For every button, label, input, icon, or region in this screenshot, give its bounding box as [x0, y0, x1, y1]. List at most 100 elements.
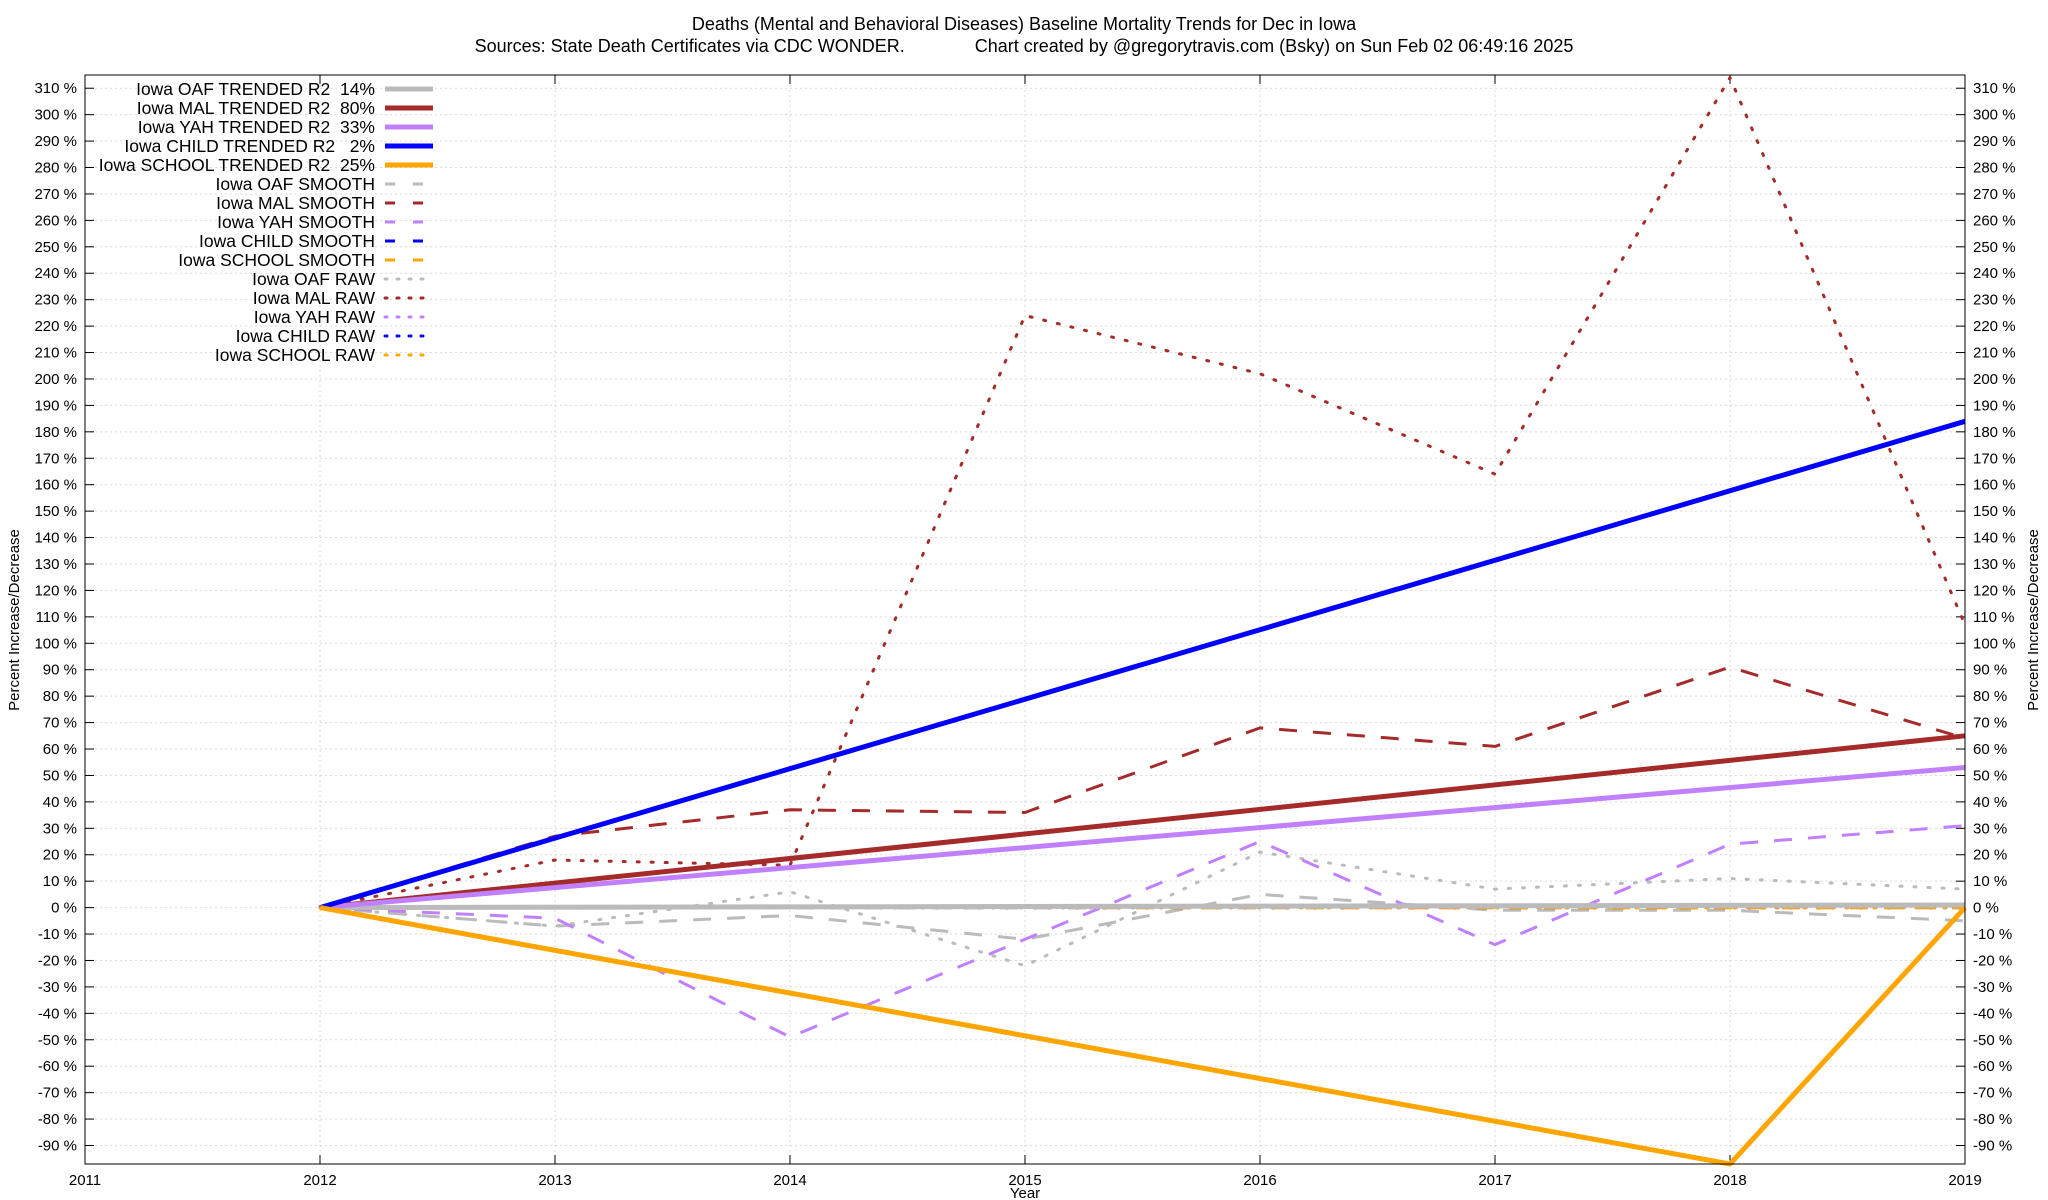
y-tick-label: 160 %: [34, 477, 77, 494]
y2-tick-label: 130 %: [1973, 556, 2016, 573]
x-tick-label: 2012: [303, 1172, 336, 1189]
y2-tick-label: -10 %: [1973, 926, 2012, 943]
y2-tick-label: 280 %: [1973, 160, 2016, 177]
y-tick-label: 50 %: [43, 767, 77, 784]
y2-tick-label: 220 %: [1973, 318, 2016, 335]
y2-tick-label: 200 %: [1973, 371, 2016, 388]
grid: [84, 75, 1966, 1164]
y2-tick-label: 30 %: [1973, 820, 2007, 837]
y-axis-label: Percent Increase/Decrease: [6, 529, 23, 711]
y-tick-label: -50 %: [38, 1032, 77, 1049]
y2-tick-label: 20 %: [1973, 847, 2007, 864]
legend-label-14: Iowa SCHOOL RAW: [215, 345, 376, 365]
y2-tick-label: 90 %: [1973, 662, 2007, 679]
legend-label-5: Iowa OAF SMOOTH: [216, 174, 375, 194]
y-tick-label: 260 %: [34, 212, 77, 229]
y2-tick-label: 310 %: [1973, 80, 2016, 97]
y-tick-label: -60 %: [38, 1058, 77, 1075]
y-tick-label: -30 %: [38, 979, 77, 996]
series-line-5: [319, 892, 1966, 941]
y-tick-label: 270 %: [34, 186, 77, 203]
y2-tick-label: 270 %: [1973, 186, 2016, 203]
x-tick-label: 2015: [1008, 1172, 1041, 1189]
y-tick-label: 130 %: [34, 556, 77, 573]
plot-frame: [84, 74, 1966, 1165]
series-line-10: [318, 850, 1967, 968]
y2-tick-label: 250 %: [1973, 239, 2016, 256]
y-tick-label: 280 %: [34, 160, 77, 177]
y-tick-label: -90 %: [38, 1137, 77, 1154]
legend-label-1: Iowa MAL TRENDED R2 80%: [137, 98, 375, 118]
y2-tick-label: 40 %: [1973, 794, 2007, 811]
y2-tick-label: 10 %: [1973, 873, 2007, 890]
chart-subtitle: Sources: State Death Certificates via CD…: [475, 36, 1574, 56]
legend-label-0: Iowa OAF TRENDED R2 14%: [136, 79, 375, 99]
legend-label-6: Iowa MAL SMOOTH: [216, 193, 375, 213]
x-tick-label: 2017: [1478, 1172, 1511, 1189]
x-tick-label: 2016: [1243, 1172, 1276, 1189]
y2-tick-label: 120 %: [1973, 582, 2016, 599]
legend-label-3: Iowa CHILD TRENDED R2 2%: [124, 136, 375, 156]
legend-label-13: Iowa CHILD RAW: [236, 326, 376, 346]
chart-title: Deaths (Mental and Behavioral Diseases) …: [692, 14, 1357, 34]
x-tick-label: 2013: [538, 1172, 571, 1189]
series-line-0: [319, 902, 1966, 911]
series-lines: [318, 76, 1967, 1167]
legend-label-7: Iowa YAH SMOOTH: [217, 212, 375, 232]
y-tick-label: 200 %: [34, 371, 77, 388]
x-tick-label: 2019: [1948, 1172, 1981, 1189]
y-tick-label: 110 %: [36, 609, 77, 626]
y2-tick-label: -90 %: [1973, 1137, 2012, 1154]
y-tick-label: 80 %: [43, 688, 77, 705]
y2-tick-label: 110 %: [1973, 609, 2014, 626]
y2-tick-label: 50 %: [1973, 767, 2007, 784]
y-tick-label: 0 %: [51, 900, 77, 917]
y-tick-label: 140 %: [34, 530, 77, 547]
series-line-6: [319, 665, 1966, 910]
y-tick-label: 40 %: [43, 794, 77, 811]
legend-label-12: Iowa YAH RAW: [254, 307, 376, 327]
y-tick-label: 210 %: [34, 345, 77, 362]
y2-tick-label: 290 %: [1973, 133, 2016, 150]
series-line-3: [319, 418, 1966, 910]
y2-tick-label: 140 %: [1973, 530, 2016, 547]
y-tick-label: 170 %: [34, 450, 77, 467]
x-tick-label: 2011: [69, 1172, 101, 1189]
y-tick-label: 70 %: [43, 715, 77, 732]
y-tick-label: 100 %: [34, 635, 77, 652]
series-line-4: [319, 905, 1967, 1167]
y2-tick-label: 210 %: [1973, 345, 2016, 362]
y2-tick-label: -80 %: [1973, 1111, 2012, 1128]
series-line-1: [319, 733, 1966, 911]
y2-tick-label: 230 %: [1973, 292, 2016, 309]
y-tick-label: 310 %: [34, 80, 77, 97]
y-tick-label: 230 %: [34, 292, 77, 309]
y2-tick-label: 160 %: [1973, 477, 2016, 494]
y2-tick-label: 300 %: [1973, 107, 2016, 124]
x-axis-label: Year: [1010, 1185, 1040, 1200]
y2-tick-label: 190 %: [1973, 397, 2016, 414]
y-tick-label: -10 %: [38, 926, 77, 943]
y2-axis-label: Percent Increase/Decrease: [2025, 529, 2042, 711]
y2-tick-label: 260 %: [1973, 212, 2016, 229]
series-line-11: [318, 76, 1967, 910]
y-tick-label: -70 %: [38, 1085, 77, 1102]
y-tick-label: 220 %: [34, 318, 77, 335]
y-tick-label: -20 %: [38, 952, 77, 969]
legend-label-2: Iowa YAH TRENDED R2 33%: [138, 117, 375, 137]
y-tick-label: -40 %: [38, 1005, 77, 1022]
y2-tick-label: 60 %: [1973, 741, 2007, 758]
legend-label-4: Iowa SCHOOL TRENDED R2 25%: [99, 155, 375, 175]
y2-tick-label: 150 %: [1973, 503, 2016, 520]
y2-tick-label: 170 %: [1973, 450, 2016, 467]
legend: Iowa OAF TRENDED R2 14%Iowa MAL TRENDED …: [99, 79, 435, 365]
y-tick-label: 180 %: [34, 424, 77, 441]
y2-tick-label: 80 %: [1973, 688, 2007, 705]
legend-label-10: Iowa OAF RAW: [252, 269, 375, 289]
y2-tick-label: -40 %: [1973, 1005, 2012, 1022]
y-tick-label: 290 %: [34, 133, 77, 150]
y2-tick-label: -30 %: [1973, 979, 2012, 996]
y2-tick-label: 180 %: [1973, 424, 2016, 441]
